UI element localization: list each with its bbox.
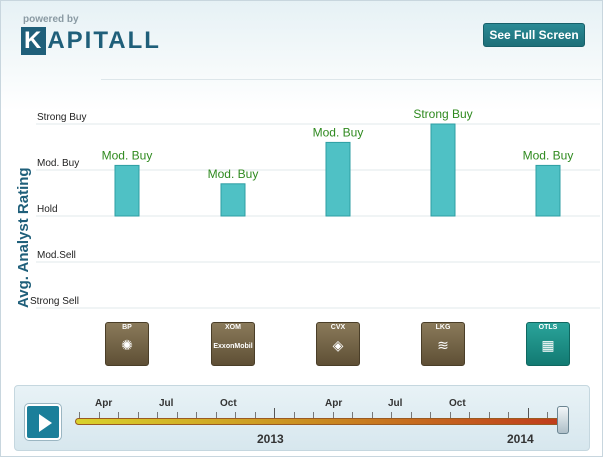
see-full-screen-button[interactable]: See Full Screen [483,23,585,47]
timeline-slider-handle[interactable] [557,406,569,434]
company-logo-icon: ◈ [332,337,344,353]
timeline-tick [488,412,490,418]
timeline-track[interactable] [75,418,565,425]
data-label: Mod. Buy [208,167,259,181]
bar-lkg[interactable] [430,123,456,217]
analyst-rating-chart: Strong Sell Mod.Sell Hold Mod. Buy Strong Bu… [15,107,600,309]
timeline-year-label: 2014 [507,432,534,446]
timeline-tick [254,412,256,418]
y-tick-label: Mod.Sell [37,250,76,261]
data-label: Mod. Buy [102,148,153,162]
y-tick-label: Mod. Buy [37,158,79,169]
timeline-tick [293,412,295,418]
timeline-tick [157,412,158,418]
company-icon-lkg[interactable]: LKG ≋ [421,322,465,366]
y-tick-label: Hold [37,204,58,215]
y-axis-label: Avg. Analyst Rating [15,167,32,308]
timeline-tick [332,412,334,418]
timeline-month-label: Oct [220,398,237,409]
company-ticker: OTLS [538,324,558,331]
company-icon-xom[interactable]: XOM ExxonMobil [211,322,255,366]
logo-text: APITALL [47,27,161,54]
company-logo-icon: ✺ [121,337,133,353]
timeline-tick [391,412,392,418]
timeline-tick [98,412,100,418]
timeline-month-label: Oct [449,398,466,409]
company-icon-bp[interactable]: BP ✺ [105,322,149,366]
company-ticker: XOM [225,324,241,331]
company-icon-otls[interactable]: OTLS ▦ [526,322,570,366]
header-divider [101,79,601,80]
timeline-tick [196,412,197,418]
timeline-month-label: Apr [95,398,113,409]
bars [114,123,561,217]
timeline-tick [430,412,431,418]
timeline-tick [313,412,314,418]
timeline-tick [274,408,275,418]
data-label: Mod. Buy [523,148,574,162]
company-ticker: BP [122,324,132,331]
timeline-tick [137,412,139,418]
y-tick-label: Strong Buy [37,112,86,123]
company-icon-cvx[interactable]: CVX ◈ [316,322,360,366]
timeline-year-label: 2013 [257,432,284,446]
timeline-tick [410,412,412,418]
bar-xom[interactable] [220,183,246,217]
company-ticker: LKG [435,324,451,331]
timeline-tick [118,412,119,418]
data-label: Strong Buy [413,107,472,121]
timeline-tick [371,412,373,418]
timeline-tick [547,412,548,418]
y-tick-label: Strong Sell [30,296,79,307]
timeline-tick [469,412,470,418]
play-icon [39,414,52,432]
play-button[interactable] [25,404,61,440]
data-label: Mod. Buy [313,125,364,139]
kapitall-logo[interactable]: K APITALL [21,27,161,55]
timeline-month-label: Jul [388,398,403,409]
data-labels: Mod. Buy Mod. Buy Mod. Buy Strong Buy Mod. B… [102,107,574,181]
bar-otls[interactable] [535,164,561,217]
company-logo-icon: ▦ [541,337,555,353]
timeline-tick [449,412,451,418]
logo-k: K [21,27,47,55]
timeline-tick [176,412,178,418]
company-logo-icon: ≋ [437,337,449,353]
company-ticker: CVX [330,324,346,331]
timeline-month-label: Apr [325,398,343,409]
powered-by-text: powered by [23,14,79,25]
timeline-panel: Apr Jul Oct Apr Jul Oct 2013 2014 [14,385,590,451]
timeline-tick [352,412,353,418]
timeline-tick [79,412,80,418]
timeline-month-label: Jul [159,398,174,409]
timeline-tick [527,408,529,418]
timeline-tick [235,412,236,418]
timeline-tick [215,412,217,418]
bar-cvx[interactable] [325,141,351,217]
y-axis-ticks: Strong Sell Mod.Sell Hold Mod. Buy Strong Bu… [30,112,86,307]
bar-bp[interactable] [114,164,140,217]
timeline-tick [508,412,509,418]
company-logo-icon: ExxonMobil [213,343,253,350]
